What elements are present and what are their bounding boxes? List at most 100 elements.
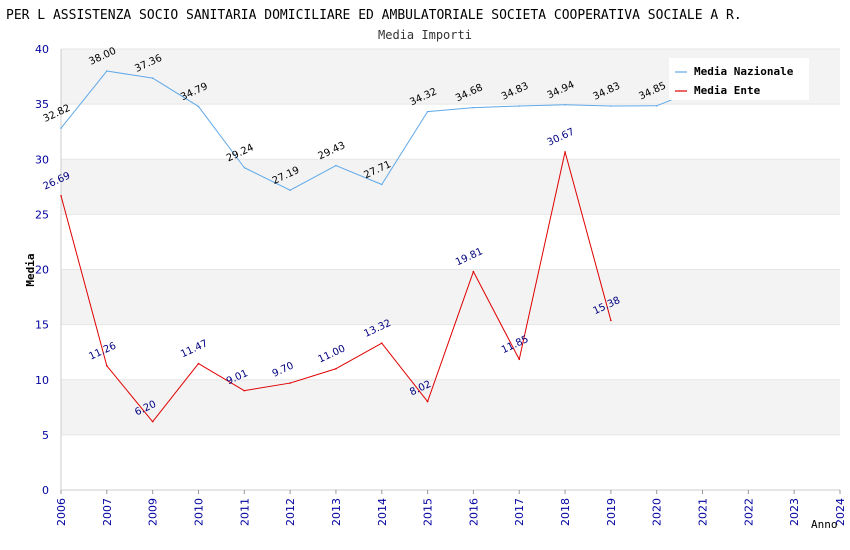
label-media-ente-2018: 30.67 [546,127,577,149]
y-tick-40: 40 [35,43,49,56]
point-media-nazionale-2014 [380,183,383,186]
point-media-nazionale-2012 [289,189,291,192]
chart-title: PER L ASSISTENZA SOCIO SANITARIA DOMICIL… [6,8,742,23]
point-media-nazionale-2011 [243,166,246,169]
background-bands [61,49,840,435]
label-media-ente-2012: 9.70 [271,360,296,379]
point-media-nazionale-2013 [335,164,337,167]
y-tick-5: 5 [42,429,49,442]
series-media-nazionale-segment-2013 [335,165,382,185]
label-media-ente-2017: 11.85 [500,334,531,356]
legend-box [669,58,809,100]
series-media-nazionale-segment-2009 [152,77,199,107]
point-media-nazionale-2010 [197,105,200,108]
series-media-ente-segment-2007 [106,365,154,422]
x-tick-2011: 2011 [238,498,251,526]
point-media-ente-2018 [564,151,566,153]
point-media-ente-2019 [610,319,612,322]
legend-label-media-ente: Media Ente [694,84,761,97]
point-media-ente-2015 [426,400,429,403]
point-media-ente-2007 [106,365,108,367]
point-media-ente-2014 [380,342,383,344]
series-media-ente-segment-2018 [564,151,612,321]
series-media-ente-segment-2010 [198,363,245,392]
point-media-nazionale-2018 [564,103,566,106]
label-media-ente-2007: 11.26 [87,341,118,363]
x-tick-2016: 2016 [467,498,480,526]
point-media-ente-2017 [518,358,521,361]
point-media-ente-2013 [335,367,337,370]
x-tick-2021: 2021 [697,498,710,526]
band-15 [61,269,840,325]
series-media-nazionale-segment-2016 [473,105,520,109]
point-media-ente-2009 [151,420,154,423]
x-tick-2020: 2020 [651,498,664,526]
point-media-nazionale-2019 [610,105,612,107]
point-media-nazionale-2009 [151,77,154,79]
series-layer [60,70,795,423]
point-media-nazionale-2006 [60,127,62,129]
legend: Media Nazionale Media Ente [669,58,809,100]
point-media-nazionale-2020 [655,104,658,107]
x-tick-2019: 2019 [605,498,618,526]
x-tick-2023: 2023 [788,498,801,526]
x-tick-labels: 2006 2007 2009 2010 2011 2012 2013 2014 2015 2016… [55,490,847,526]
point-media-nazionale-2007 [106,70,108,72]
x-tick-2018: 2018 [559,498,572,526]
y-tick-10: 10 [35,374,49,387]
y-tick-25: 25 [35,208,49,221]
y-tick-labels: 0 5 10 15 20 25 30 35 40 [35,43,49,497]
y-tick-15: 15 [35,319,49,332]
point-media-ente-2012 [289,382,291,384]
x-tick-2013: 2013 [330,498,343,526]
series-media-ente-segment-2016 [472,271,520,360]
x-tick-2006: 2006 [55,498,68,526]
series-media-ente-segment-2014 [381,342,428,402]
label-media-ente-2013: 11.00 [317,343,348,365]
series-media-nazionale-segment-2010 [198,106,245,168]
series-media-ente-segment-2013 [335,342,383,370]
x-tick-2012: 2012 [284,498,297,526]
series-media-ente-segment-2017 [518,151,566,360]
x-tick-2017: 2017 [513,498,526,526]
series-media-ente-segment-2006 [60,195,108,366]
band-5 [61,379,840,435]
x-axis-title: Anno [811,518,838,531]
x-tick-2022: 2022 [742,498,755,526]
x-tick-2007: 2007 [101,498,114,526]
series-media-nazionale-segment-2012 [289,165,337,191]
point-media-nazionale-2015 [426,110,429,113]
series-media-nazionale-segment-2014 [381,111,429,185]
chart-subtitle: Media Importi [378,28,472,42]
point-media-nazionale-2016 [472,106,475,109]
series-media-nazionale-segment-2017 [519,104,566,107]
x-tick-2015: 2015 [422,498,435,526]
series-media-ente-segment-2012 [289,368,337,384]
point-media-ente-2016 [472,270,475,273]
series-media-ente-segment-2015 [427,271,474,402]
series-media-ente-segment-2009 [152,363,199,422]
point-media-nazionale-2017 [518,105,521,107]
series-media-nazionale-segment-2007 [106,70,153,79]
x-tick-2010: 2010 [192,498,205,526]
series-media-nazionale-segment-2006 [60,70,108,129]
label-media-ente-2010: 11.47 [179,338,210,360]
point-media-ente-2010 [197,362,200,365]
series-media-nazionale-segment-2018 [565,104,611,107]
series-media-nazionale-segment-2015 [427,107,474,113]
series-media-nazionale-segment-2011 [244,167,291,191]
x-tick-2024: 2024 [834,498,847,526]
y-tick-20: 20 [35,264,49,277]
point-media-ente-2006 [60,194,62,197]
series-media-ente-segment-2011 [244,382,291,392]
band-25 [61,159,840,215]
y-tick-35: 35 [35,98,49,111]
y-tick-30: 30 [35,153,49,166]
y-tick-0: 0 [42,484,49,497]
x-tick-2009: 2009 [147,498,160,526]
x-tick-2014: 2014 [376,498,389,526]
legend-label-media-nazionale: Media Nazionale [694,65,794,78]
point-media-ente-2011 [243,389,246,392]
label-media-ente-2016: 19.81 [454,246,485,268]
